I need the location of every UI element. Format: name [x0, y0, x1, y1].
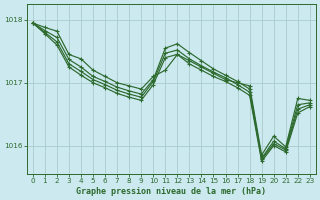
- X-axis label: Graphe pression niveau de la mer (hPa): Graphe pression niveau de la mer (hPa): [76, 187, 266, 196]
